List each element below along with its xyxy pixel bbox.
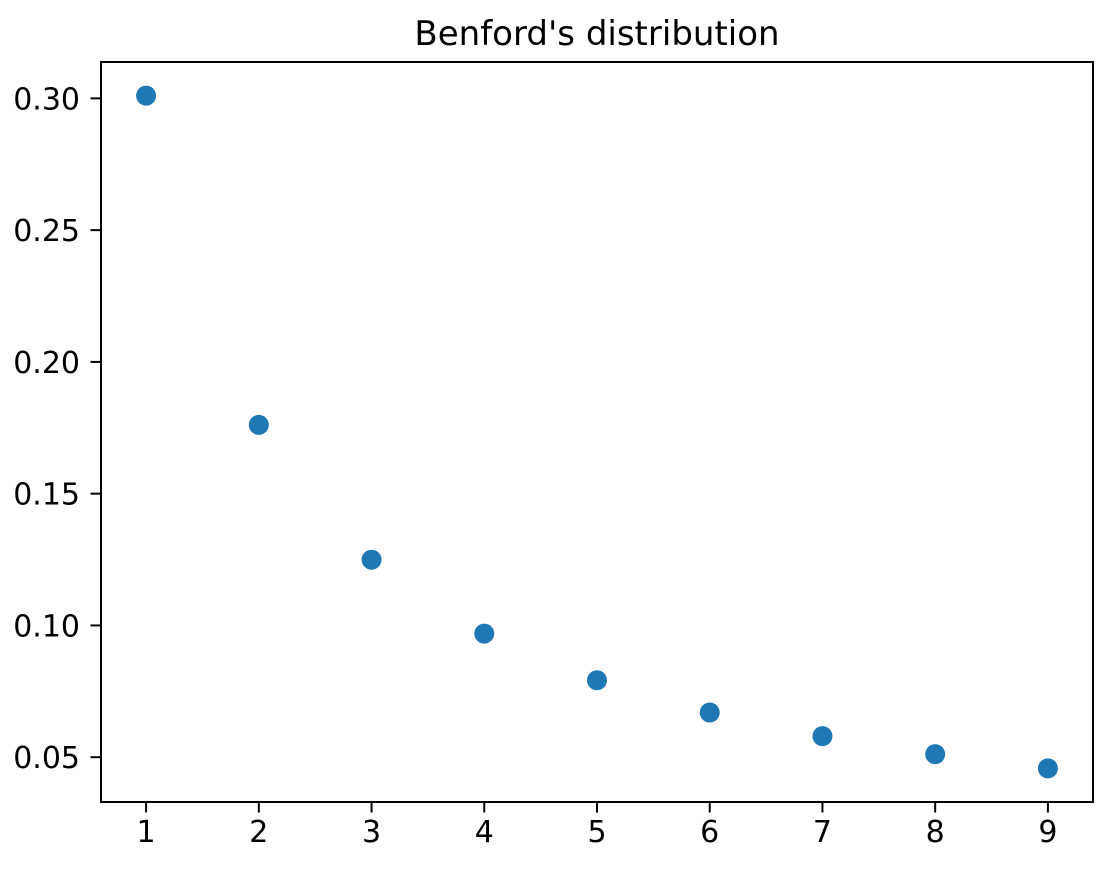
y-tick-label: 0.30 [13, 82, 80, 117]
data-point [1037, 758, 1058, 779]
data-points [136, 85, 1058, 779]
x-tick-label: 9 [1038, 815, 1057, 850]
y-tick-label: 0.25 [13, 214, 80, 249]
data-point [587, 670, 607, 691]
x-tick-label: 8 [926, 815, 945, 850]
y-tick-label: 0.15 [13, 478, 80, 513]
y-tick-label: 0.20 [13, 346, 80, 381]
x-tick-label: 2 [249, 815, 268, 850]
x-tick-label: 1 [137, 815, 156, 850]
data-point [699, 702, 720, 723]
data-point [248, 414, 269, 435]
x-tick-label: 5 [587, 815, 606, 850]
x-axis: 1 2 3 4 5 6 7 8 9 [137, 802, 1057, 850]
chart-title: Benford's distribution [414, 14, 779, 54]
y-axis: 0.05 0.10 0.15 0.20 0.25 0.30 [13, 82, 101, 776]
y-tick-label: 0.05 [13, 741, 80, 776]
x-tick-label: 7 [813, 815, 832, 850]
y-tick-label: 0.10 [13, 609, 80, 644]
x-tick-label: 3 [362, 815, 381, 850]
plot-area [100, 61, 1094, 803]
data-point [812, 726, 833, 747]
data-point [474, 623, 495, 644]
data-point [361, 549, 382, 570]
data-point [925, 744, 946, 765]
data-point [136, 85, 157, 106]
x-tick-label: 4 [475, 815, 494, 850]
x-tick-label: 6 [700, 815, 719, 850]
